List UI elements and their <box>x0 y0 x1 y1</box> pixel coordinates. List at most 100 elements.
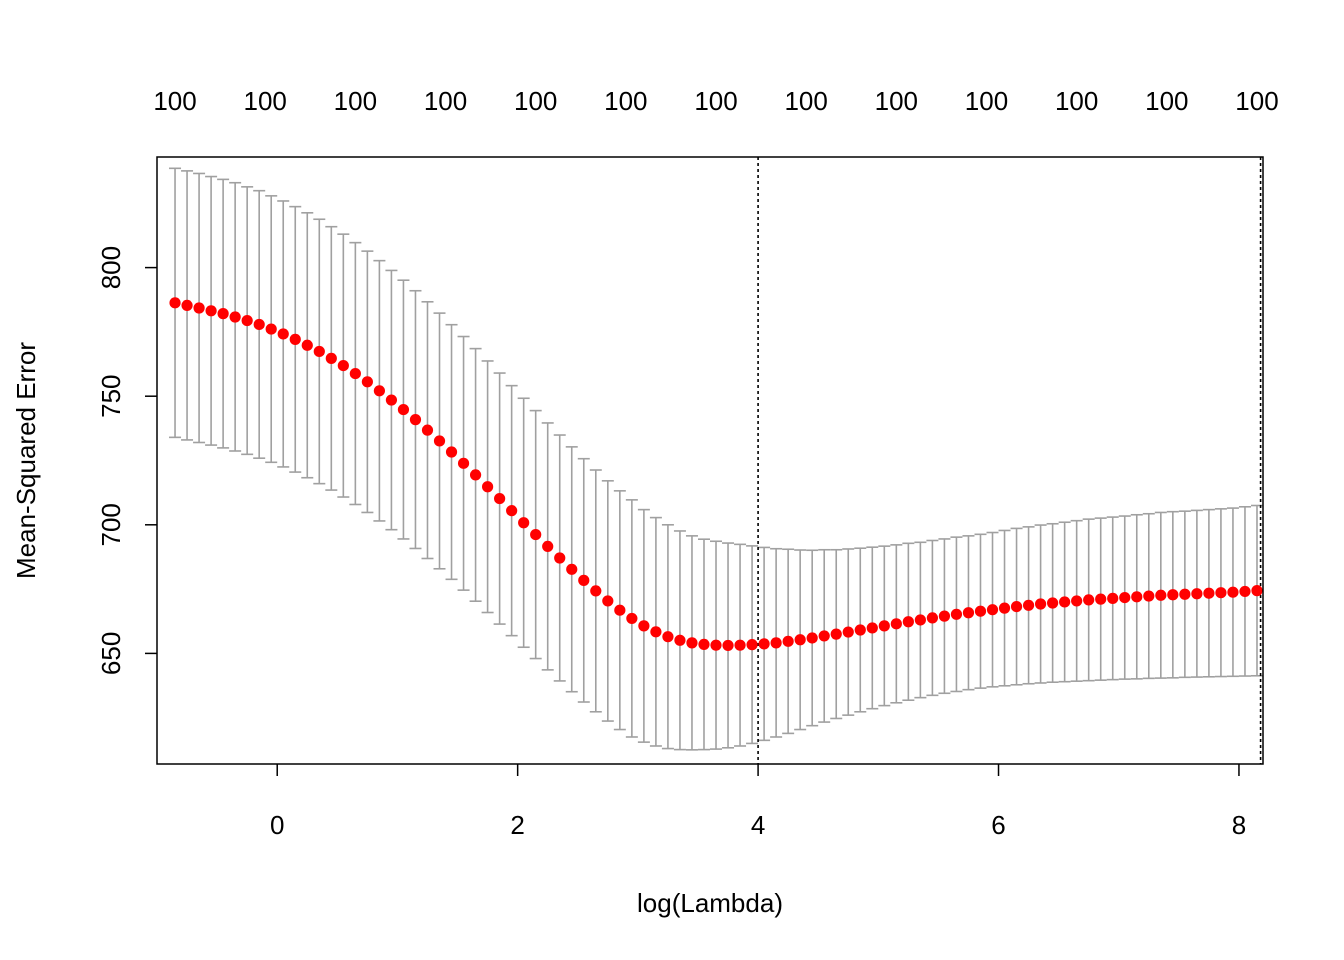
y-tick-label: 750 <box>96 375 126 418</box>
x-tick-label: 6 <box>991 810 1005 840</box>
data-point <box>193 302 205 314</box>
data-point <box>542 540 554 553</box>
data-point <box>1083 594 1095 606</box>
data-point <box>181 299 193 312</box>
data-point <box>506 505 518 517</box>
data-point <box>1191 588 1203 600</box>
data-point <box>554 552 566 564</box>
data-point <box>674 634 686 646</box>
reference-lines <box>757 157 1262 764</box>
data-point <box>433 435 446 447</box>
data-point <box>1034 598 1047 610</box>
top-axis-label: 100 <box>1235 86 1278 116</box>
data-point <box>494 492 506 505</box>
data-point <box>914 614 926 626</box>
data-point <box>277 328 289 340</box>
top-axis-label: 100 <box>875 86 918 116</box>
data-point <box>253 318 265 331</box>
top-axis-label: 100 <box>694 86 737 116</box>
data-point <box>241 314 253 327</box>
data-point <box>878 620 890 632</box>
data-point <box>469 469 482 481</box>
data-point <box>1071 595 1083 607</box>
data-point <box>1119 591 1131 604</box>
data-point <box>325 352 337 364</box>
data-point <box>566 563 578 575</box>
data-point <box>518 517 530 529</box>
top-axis-label: 100 <box>784 86 827 116</box>
data-point <box>962 607 975 619</box>
data-point <box>890 618 902 630</box>
data-point <box>373 385 386 397</box>
data-point <box>1047 597 1059 609</box>
data-point <box>1203 587 1215 599</box>
data-point <box>229 311 241 323</box>
data-point <box>1239 585 1251 598</box>
data-point <box>698 638 710 651</box>
data-point <box>770 637 782 649</box>
data-point <box>481 481 494 493</box>
data-point <box>686 637 698 649</box>
data-point <box>902 616 914 628</box>
top-axis-label: 100 <box>1055 86 1098 116</box>
data-point <box>1251 585 1263 597</box>
data-point <box>650 626 662 638</box>
data-point <box>1010 600 1023 613</box>
data-point <box>313 345 325 358</box>
data-point <box>397 403 410 416</box>
data-point <box>205 305 217 317</box>
top-axis-label: 100 <box>424 86 467 116</box>
data-point <box>938 610 951 622</box>
y-tick-label: 700 <box>96 503 126 546</box>
data-point <box>662 631 674 643</box>
data-point <box>926 612 939 624</box>
data-point <box>782 635 794 647</box>
plot-frame <box>156 156 1264 765</box>
data-point <box>1215 587 1227 599</box>
data-point <box>385 394 398 406</box>
data-point <box>1095 593 1107 605</box>
data-point <box>1022 599 1035 611</box>
data-point <box>530 528 542 541</box>
data-point <box>794 634 806 646</box>
data-point <box>1131 591 1143 603</box>
data-point <box>758 638 770 650</box>
data-point <box>361 376 373 388</box>
data-point <box>638 620 650 632</box>
top-axis-label: 100 <box>153 86 196 116</box>
data-point <box>854 624 866 636</box>
data-point <box>1227 586 1239 598</box>
data-point <box>602 595 614 607</box>
x-tick-label: 0 <box>270 810 284 840</box>
data-point <box>301 339 313 351</box>
top-axis-label: 100 <box>1145 86 1188 116</box>
x-axis-title: log(Lambda) <box>637 888 783 918</box>
data-point <box>830 628 842 640</box>
x-axis: 0 2 4 6 8 <box>270 764 1246 840</box>
x-tick-label: 8 <box>1232 810 1246 840</box>
data-point <box>445 446 458 458</box>
data-point <box>950 608 963 620</box>
data-point <box>349 367 361 380</box>
data-point <box>986 604 999 616</box>
data-point <box>1167 589 1179 601</box>
data-point <box>614 604 626 616</box>
data-point <box>1155 589 1167 601</box>
top-axis-label: 100 <box>514 86 557 116</box>
data-point <box>710 639 722 651</box>
data-point <box>998 602 1011 614</box>
data-point <box>818 630 830 642</box>
data-point <box>421 424 434 436</box>
x-tick-label: 2 <box>510 810 524 840</box>
data-point <box>1143 590 1155 602</box>
data-point <box>1059 596 1071 608</box>
data-point <box>974 605 987 617</box>
data-point <box>866 622 878 634</box>
y-axis: 650 700 750 800 <box>96 246 157 675</box>
data-point <box>734 639 746 651</box>
data-point <box>457 457 470 469</box>
data-points <box>169 297 1263 652</box>
data-point <box>1179 588 1191 600</box>
data-point <box>842 626 854 638</box>
